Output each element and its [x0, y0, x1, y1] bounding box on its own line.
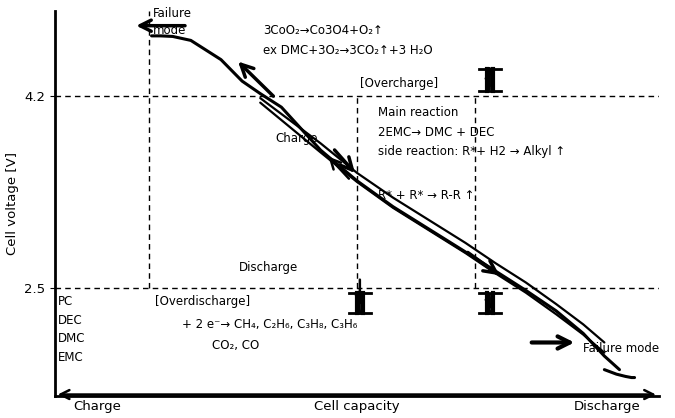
Text: Failure: Failure	[153, 7, 192, 20]
Text: DMC: DMC	[58, 332, 86, 345]
Text: R* + R* → R-R ↑: R* + R* → R-R ↑	[378, 189, 475, 202]
Text: PC: PC	[58, 295, 73, 308]
Text: side reaction: R*+ H2 → Alkyl ↑: side reaction: R*+ H2 → Alkyl ↑	[378, 145, 565, 158]
Text: 3CoO₂→Co3O4+O₂↑: 3CoO₂→Co3O4+O₂↑	[263, 24, 383, 37]
Text: CO₂, CO: CO₂, CO	[212, 339, 259, 352]
Text: [Overdischarge]: [Overdischarge]	[155, 295, 250, 308]
Text: 2EMC→ DMC + DEC: 2EMC→ DMC + DEC	[378, 125, 495, 138]
Text: mode: mode	[153, 24, 187, 37]
Text: [Overcharge]: [Overcharge]	[360, 77, 438, 90]
Text: Failure mode: Failure mode	[583, 342, 659, 354]
Text: Discharge: Discharge	[574, 400, 641, 413]
Text: Cell capacity: Cell capacity	[314, 400, 400, 413]
Text: Discharge: Discharge	[239, 261, 298, 274]
Text: EMC: EMC	[58, 351, 84, 364]
Text: DEC: DEC	[58, 314, 83, 326]
Text: Charge: Charge	[73, 400, 121, 413]
Text: Main reaction: Main reaction	[378, 106, 458, 119]
Text: Charge: Charge	[275, 133, 318, 145]
Y-axis label: Cell voltage [V]: Cell voltage [V]	[5, 152, 18, 255]
Text: + 2 e⁻→ CH₄, C₂H₆, C₃H₈, C₃H₆: + 2 e⁻→ CH₄, C₂H₆, C₃H₈, C₃H₆	[182, 318, 357, 331]
Text: ex DMC+3O₂→3CO₂↑+3 H₂O: ex DMC+3O₂→3CO₂↑+3 H₂O	[263, 44, 433, 57]
